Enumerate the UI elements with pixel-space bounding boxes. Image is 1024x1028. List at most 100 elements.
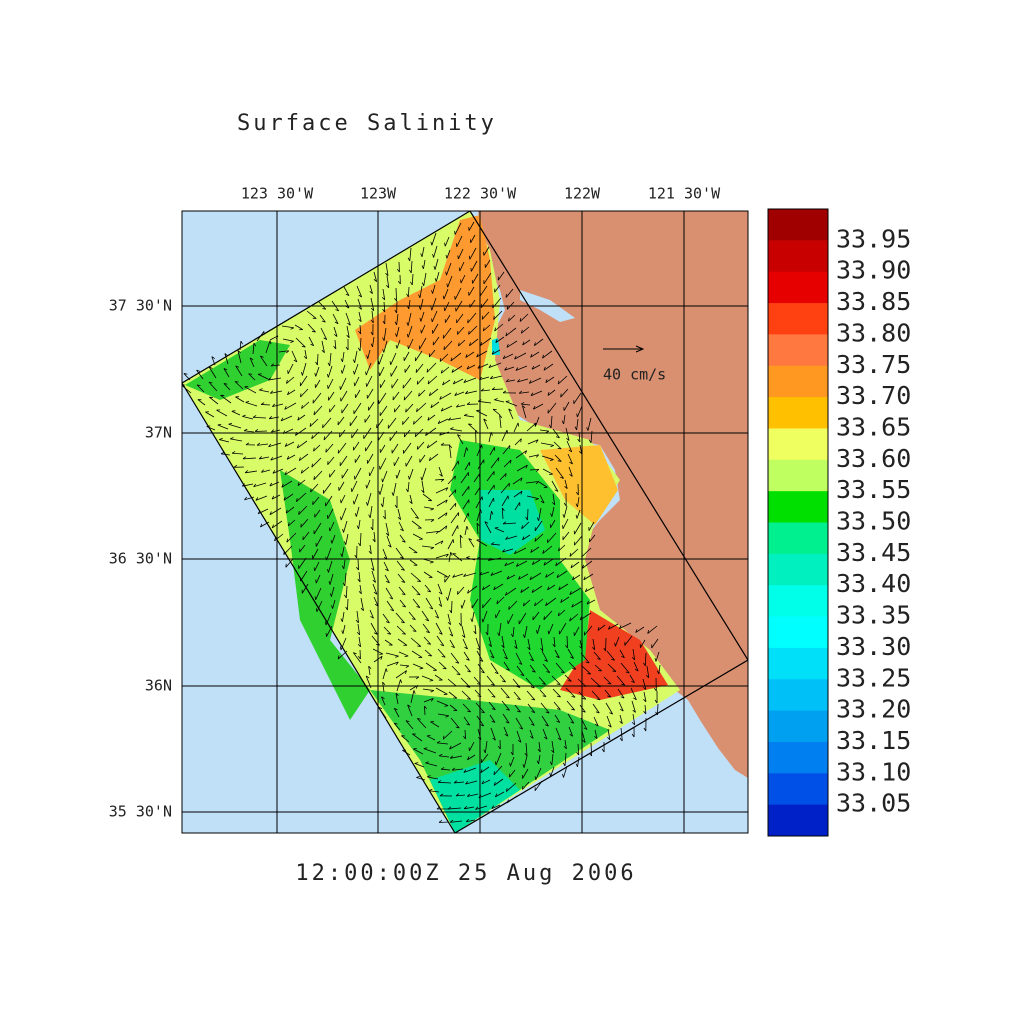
velocity-arrow — [386, 535, 392, 548]
velocity-arrow — [284, 441, 295, 447]
velocity-arrow — [475, 429, 478, 444]
colorbar-swatch — [768, 459, 828, 492]
velocity-arrow — [431, 323, 439, 334]
velocity-arrow — [491, 804, 501, 809]
velocity-arrow — [563, 492, 567, 507]
velocity-arrow — [565, 687, 576, 698]
colorbar-label: 33.40 — [836, 569, 911, 598]
velocity-arrow — [270, 363, 281, 367]
velocity-arrow — [299, 375, 308, 387]
x-axis-label: 121 30'W — [648, 185, 721, 203]
velocity-arrow — [230, 437, 243, 442]
velocity-arrow — [405, 481, 410, 493]
velocity-arrow — [312, 496, 320, 505]
velocity-arrow — [423, 506, 435, 511]
velocity-arrow — [490, 375, 503, 380]
velocity-arrow — [330, 534, 336, 544]
velocity-arrow — [345, 338, 349, 351]
velocity-arrow — [579, 704, 586, 713]
velocity-arrow — [528, 651, 534, 662]
velocity-arrow — [340, 507, 347, 521]
velocity-arrow — [436, 499, 448, 507]
velocity-arrow — [457, 248, 464, 260]
velocity-arrow — [272, 403, 284, 407]
velocity-arrow — [522, 755, 528, 768]
velocity-arrow — [555, 662, 565, 674]
velocity-arrow — [287, 519, 296, 527]
velocity-arrow — [463, 512, 470, 523]
velocity-arrow — [437, 418, 449, 425]
velocity-arrow — [410, 273, 414, 286]
velocity-arrow — [344, 533, 349, 545]
velocity-arrow — [235, 396, 245, 403]
velocity-arrow — [454, 287, 462, 300]
velocity-arrow — [551, 740, 555, 754]
velocity-arrow — [394, 300, 398, 314]
velocity-arrow — [545, 571, 555, 578]
velocity-arrow — [506, 574, 516, 580]
velocity-arrow — [428, 388, 439, 397]
velocity-arrow — [606, 650, 615, 661]
velocity-arrow — [438, 753, 450, 758]
velocity-arrow — [540, 637, 544, 652]
velocity-arrow — [356, 558, 359, 571]
velocity-arrow — [467, 793, 479, 797]
velocity-arrow — [208, 366, 217, 379]
velocity-arrow — [630, 687, 637, 701]
velocity-arrow — [529, 664, 536, 673]
velocity-arrow — [656, 664, 661, 675]
velocity-arrow — [410, 637, 422, 647]
colorbar-swatch — [768, 240, 828, 273]
velocity-arrow — [223, 383, 231, 391]
velocity-arrow — [509, 756, 515, 767]
velocity-arrow — [430, 401, 440, 409]
velocity-arrow — [413, 748, 424, 755]
velocity-arrow — [208, 381, 218, 392]
velocity-arrow — [548, 415, 553, 429]
velocity-arrow — [387, 417, 397, 429]
velocity-arrow — [423, 747, 437, 754]
velocity-arrow — [300, 362, 307, 376]
velocity-arrow — [328, 573, 334, 585]
velocity-arrow — [449, 819, 463, 823]
velocity-arrow — [617, 688, 625, 699]
velocity-arrow — [396, 625, 406, 635]
velocity-arrow — [558, 544, 566, 552]
velocity-arrow — [562, 765, 568, 778]
velocity-arrow — [516, 730, 522, 743]
velocity-arrow — [583, 625, 593, 636]
velocity-arrow — [562, 518, 569, 529]
velocity-arrow — [462, 638, 468, 650]
velocity-arrow — [312, 548, 319, 559]
velocity-arrow — [463, 729, 466, 740]
velocity-arrow — [607, 623, 619, 630]
velocity-arrow — [468, 423, 476, 431]
velocity-arrow — [352, 493, 359, 505]
velocity-arrow — [449, 444, 453, 459]
velocity-arrow — [390, 365, 398, 377]
velocity-arrow — [418, 298, 424, 310]
velocity-arrow — [545, 597, 557, 607]
velocity-arrow — [502, 353, 514, 360]
velocity-arrow — [542, 468, 553, 475]
velocity-arrow — [490, 727, 496, 741]
velocity-arrow — [502, 521, 517, 525]
velocity-arrow — [346, 325, 350, 339]
velocity-arrow — [449, 742, 462, 750]
velocity-arrow — [469, 338, 479, 347]
velocity-arrow — [370, 336, 375, 348]
velocity-arrow — [514, 352, 527, 360]
velocity-arrow — [536, 507, 542, 521]
velocity-arrow — [573, 392, 582, 405]
velocity-arrow — [569, 548, 579, 557]
velocity-arrow — [489, 649, 495, 659]
velocity-arrow — [446, 275, 453, 288]
velocity-arrow — [530, 546, 540, 553]
velocity-arrow — [386, 661, 399, 667]
velocity-arrow — [269, 390, 283, 394]
velocity-arrow — [467, 585, 478, 594]
velocity-arrow — [482, 584, 491, 591]
velocity-arrow — [405, 720, 414, 730]
velocity-arrow — [306, 310, 317, 319]
velocity-arrow — [356, 285, 363, 298]
